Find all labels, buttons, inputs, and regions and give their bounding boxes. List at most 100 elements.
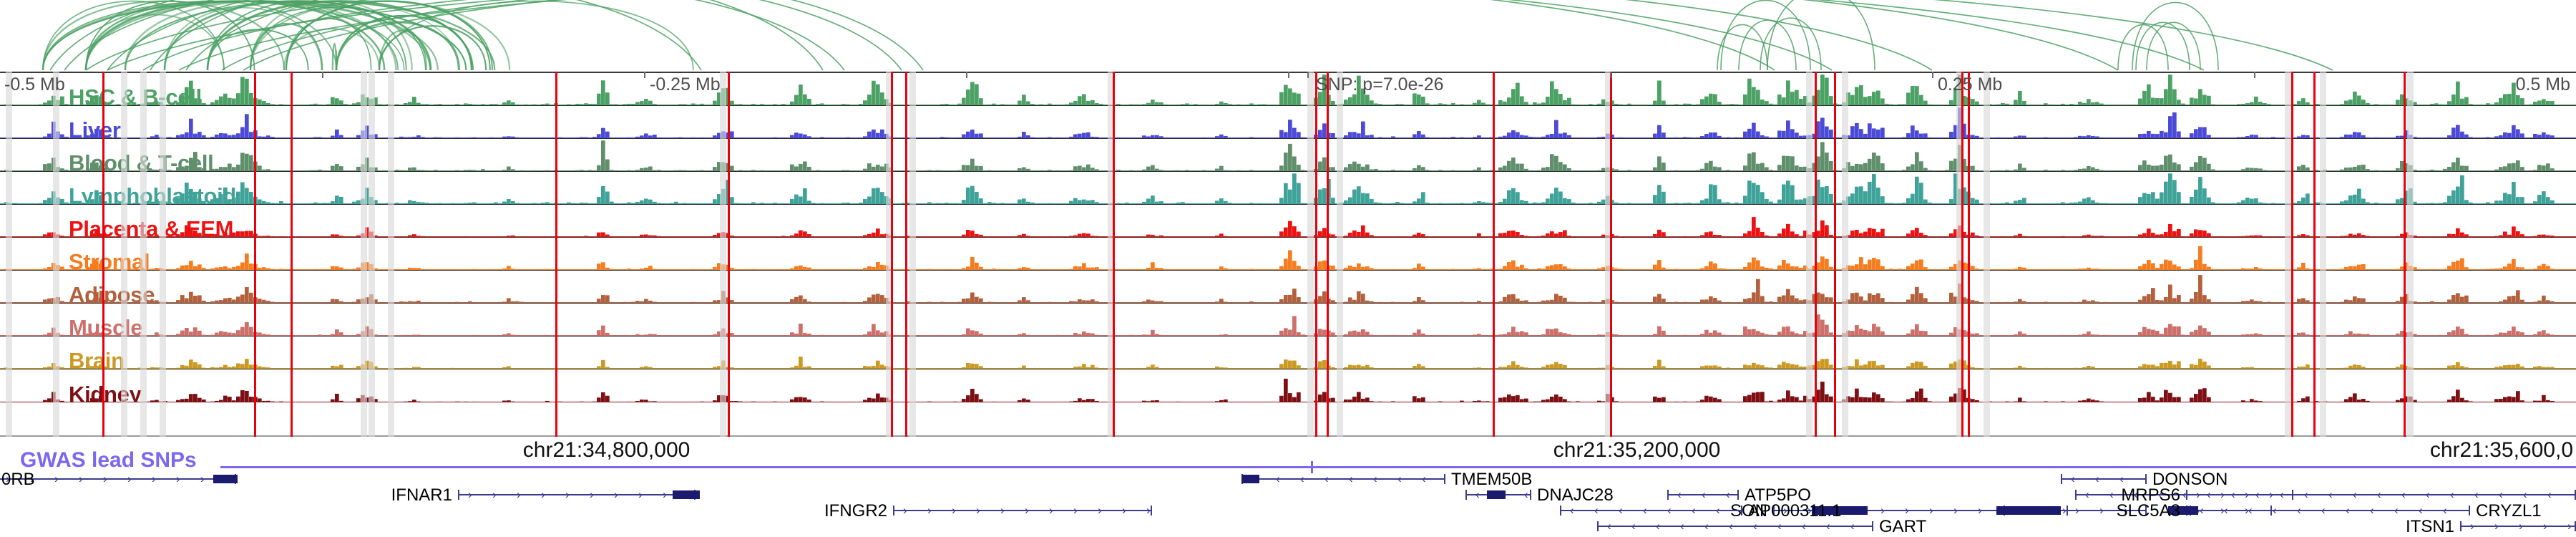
gene-strand-arrow: ›: [614, 488, 618, 501]
gene-strand-arrow: ›: [1098, 503, 1102, 517]
signal-track-placenta-eem[interactable]: Placenta & EEM: [0, 205, 2576, 238]
gene-strand-arrow: ‹: [1397, 472, 1402, 485]
gene-end-cap: [2460, 521, 2462, 531]
gene-end-cap: [1151, 505, 1152, 516]
gene-exon-block: [2168, 506, 2198, 515]
gene-strand-arrow: ›: [2245, 488, 2249, 501]
gwas-lead-snp-track[interactable]: GWAS lead SNPs: [0, 448, 2576, 473]
gene-end-cap: [1667, 490, 1669, 500]
gene-strand-arrow: ‹: [1475, 488, 1480, 501]
gene-dnajc28[interactable]: ‹‹‹DNAJC28: [1465, 485, 1614, 505]
gene-gart[interactable]: ‹ ‹ ‹ ‹ ‹ ‹ ‹ ‹ ‹ ‹ ‹ GART: [1597, 517, 1926, 536]
gene-ifnar1[interactable]: ››››››››››IFNAR1: [391, 485, 700, 505]
signal-track-liver[interactable]: Liver: [0, 106, 2576, 139]
gene-atp5po[interactable]: ‹ ‹ ‹ ATP5PO: [1667, 485, 1811, 505]
gene-strand-arrow: ‹: [2523, 488, 2527, 501]
gene-strand-arrow: ‹: [2134, 488, 2138, 501]
gene-strand-arrow: ›: [903, 503, 907, 517]
gene-donson[interactable]: ‹ ‹ ‹ DONSON: [2061, 470, 2228, 489]
signal-track-blood-t-cell[interactable]: Blood & T-cell: [0, 139, 2576, 172]
gene-strand-arrow: ‹: [2182, 488, 2187, 501]
signal-profile: [0, 304, 2576, 336]
gene-strand-arrow: ‹: [2377, 488, 2381, 501]
gene-transcript[interactable]: ‹‹‹‹‹‹‹‹‹‹‹‹‹‹‹‹‹‹‹‹: [2075, 487, 2576, 503]
signal-profile: [0, 369, 2576, 402]
gene-end-cap: [2575, 521, 2576, 531]
signal-profile: [0, 205, 2576, 237]
signal-track-lymphoblastoid[interactable]: Lymphoblastoid: [0, 172, 2576, 205]
gene-strand-arrow: ‹: [1692, 503, 1696, 517]
gene-name-label: ITSN1: [2405, 517, 2454, 536]
signal-track-adipose[interactable]: Adipose: [0, 271, 2576, 304]
gene-body-line: [2190, 510, 2470, 511]
gene-transcript[interactable]: ›››: [1996, 503, 2068, 518]
gene-strand-arrow: ‹: [2095, 472, 2099, 485]
gene-name-label: 0RB: [1, 470, 35, 489]
gene-itsn1[interactable]: › › › › › ITSN1: [2406, 517, 2576, 536]
gene-tmem50b[interactable]: ‹‹‹‹‹‹‹‹TMEM50B: [1241, 470, 1532, 489]
gwas-lead-snp-tick[interactable]: [1311, 461, 1314, 473]
gene-strand-arrow: ‹: [1667, 503, 1672, 517]
gene-strand-arrow: ›: [2099, 503, 2104, 517]
signal-track-stromal[interactable]: Stromal: [0, 238, 2576, 271]
gene-annotation-track[interactable]: ›››››››››››0RB ››››››››››IFNAR1 ››››››››…: [0, 470, 2576, 537]
gene-strand-arrow: ›: [2470, 519, 2474, 533]
gene-body-line: [2186, 494, 2293, 495]
gene-strand-arrow: ‹: [1777, 519, 1782, 533]
gene-strand-arrow: ›: [54, 472, 59, 485]
gene-end-cap: [2067, 505, 2068, 516]
gene-body-line: [1667, 494, 1739, 495]
gene-name-label: ATP5PO: [1745, 485, 1811, 505]
gene-strand-arrow: ›: [1025, 503, 1029, 517]
track-baseline: [0, 170, 2576, 171]
gene-end-cap: [2186, 490, 2187, 500]
gene-ifngr2[interactable]: › › › › › › › › › › › IFNGR2: [824, 501, 1152, 521]
signal-track-brain[interactable]: Brain: [0, 337, 2576, 369]
gene-strand-arrow: ›: [1000, 503, 1005, 517]
gene-strand-arrow: ‹: [2419, 503, 2423, 517]
gene-strand-arrow: ‹: [2474, 488, 2479, 501]
gene-strand-arrow: ›: [1122, 503, 1126, 517]
signal-profile: [0, 139, 2576, 171]
gene-strand-arrow: ›: [663, 488, 667, 501]
gene-strand-arrow: ‹: [2394, 503, 2399, 517]
gene-exon-block: [213, 475, 238, 483]
gene-strand-arrow: ›: [2494, 519, 2499, 533]
signal-profile: [0, 172, 2576, 204]
gene-strand-arrow: ›: [30, 472, 34, 485]
gene-ap000311.1[interactable]: ‹ ‹ ‹ ‹ ‹ ‹ ‹ AP000311.1: [1560, 501, 1841, 521]
gene-strand-arrow: ›: [1978, 503, 1982, 517]
gene-strand-arrow: ›: [127, 472, 132, 485]
gene-strand-arrow: ‹: [1300, 472, 1304, 485]
gene-name-label: IFNAR1: [391, 485, 452, 505]
gene-body-line: [1773, 510, 2147, 511]
gene-strand-arrow: ›: [590, 488, 594, 501]
gene-mrps6[interactable]: › › › › MRPS6: [2121, 485, 2293, 505]
signal-track-muscle[interactable]: Muscle: [0, 304, 2576, 337]
gene-name-label: AP000311.1: [1748, 501, 1842, 521]
track-baseline: [0, 236, 2576, 237]
gene-strand-arrow: ›: [2567, 519, 2572, 533]
gene-name-label: DONSON: [2152, 470, 2228, 489]
gene-name-label: DNAJC28: [1537, 485, 1614, 505]
signal-track-hsc-b-cell[interactable]: HSC & B-cell: [0, 73, 2576, 106]
gene-strand-arrow: ‹: [2443, 503, 2447, 517]
gene-body-line: [0, 478, 236, 480]
gene-end-cap: [893, 505, 894, 516]
track-baseline: [0, 367, 2576, 369]
gene-strand-arrow: ‹: [1631, 519, 1636, 533]
gene-strand-arrow: ‹: [2304, 488, 2308, 501]
arc-diagram: [42, 0, 2333, 71]
gene-0rb[interactable]: ›››››››››››0RB: [0, 470, 238, 489]
gene-end-cap: [2061, 474, 2062, 484]
gene-strand-arrow: ›: [2220, 503, 2225, 517]
gene-slc5a3[interactable]: ›››SLC5A3: [2117, 501, 2272, 521]
signal-track-kidney[interactable]: Kidney: [0, 369, 2576, 402]
gene-strand-arrow: ›: [2075, 503, 2079, 517]
gene-strand-arrow: ‹: [2297, 503, 2301, 517]
signal-track-stack: HSC & B-cell Liver Blood & T-cell Lympho…: [0, 72, 2576, 437]
gene-end-cap: [2270, 505, 2272, 516]
gene-body-line: [2061, 478, 2147, 480]
gene-strand-arrow: ›: [1783, 503, 1787, 517]
gwas-lead-snps-line: [220, 466, 2576, 468]
